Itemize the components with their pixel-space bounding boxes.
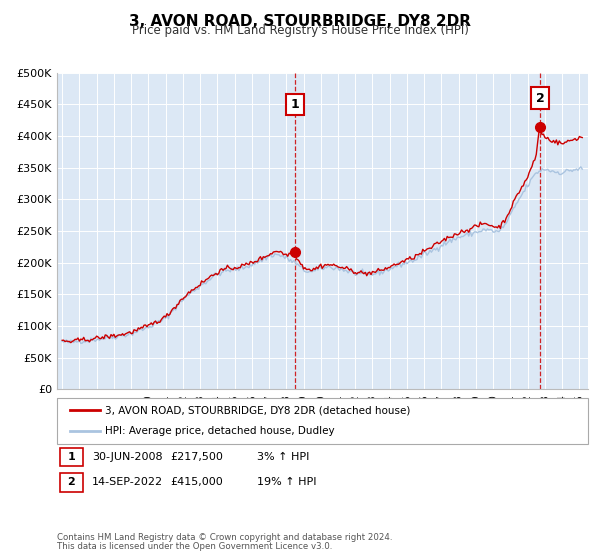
Text: Contains HM Land Registry data © Crown copyright and database right 2024.: Contains HM Land Registry data © Crown c… bbox=[57, 533, 392, 542]
Text: £415,000: £415,000 bbox=[170, 478, 223, 487]
Text: 3% ↑ HPI: 3% ↑ HPI bbox=[257, 452, 309, 462]
Text: 1: 1 bbox=[68, 452, 75, 462]
Text: £217,500: £217,500 bbox=[170, 452, 223, 462]
Text: This data is licensed under the Open Government Licence v3.0.: This data is licensed under the Open Gov… bbox=[57, 542, 332, 551]
Text: 2: 2 bbox=[68, 478, 75, 487]
Text: HPI: Average price, detached house, Dudley: HPI: Average price, detached house, Dudl… bbox=[105, 426, 335, 436]
Text: 19% ↑ HPI: 19% ↑ HPI bbox=[257, 478, 316, 487]
Text: 1: 1 bbox=[290, 98, 299, 111]
Text: 3, AVON ROAD, STOURBRIDGE, DY8 2DR: 3, AVON ROAD, STOURBRIDGE, DY8 2DR bbox=[129, 14, 471, 29]
Text: Price paid vs. HM Land Registry's House Price Index (HPI): Price paid vs. HM Land Registry's House … bbox=[131, 24, 469, 37]
Text: 3, AVON ROAD, STOURBRIDGE, DY8 2DR (detached house): 3, AVON ROAD, STOURBRIDGE, DY8 2DR (deta… bbox=[105, 405, 410, 416]
Text: 2: 2 bbox=[536, 92, 544, 105]
Text: 30-JUN-2008: 30-JUN-2008 bbox=[92, 452, 163, 462]
Text: 14-SEP-2022: 14-SEP-2022 bbox=[92, 478, 163, 487]
